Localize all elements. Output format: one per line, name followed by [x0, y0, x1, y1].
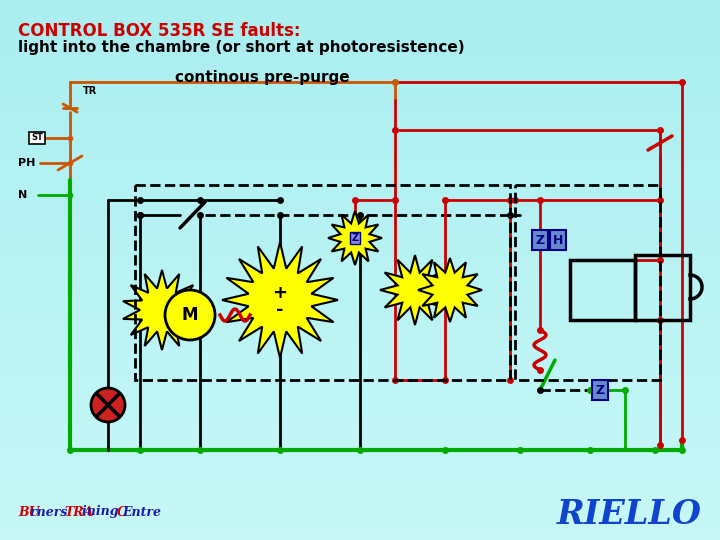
Text: -: -: [276, 301, 284, 319]
Polygon shape: [123, 270, 201, 350]
Text: rners: rners: [30, 505, 71, 518]
Bar: [0, 508, 720, 519]
Bar: [635, 255, 690, 320]
Text: Z: Z: [536, 233, 544, 246]
Text: ining: ining: [82, 505, 122, 518]
Text: Z: Z: [595, 383, 605, 396]
Bar: [0, 97, 720, 109]
Bar: [0, 86, 720, 98]
Bar: [0, 464, 720, 476]
Bar: [0, 389, 720, 401]
Bar: [0, 292, 720, 303]
Bar: [0, 475, 720, 487]
Bar: [0, 400, 720, 411]
Bar: [0, 205, 720, 217]
Bar: [0, 151, 720, 163]
Bar: [0, 259, 720, 271]
Bar: [0, 162, 720, 174]
Bar: [0, 335, 720, 347]
Text: Z: Z: [351, 233, 359, 243]
Text: RIELLO: RIELLO: [557, 497, 702, 530]
Bar: [0, 130, 720, 141]
Text: H: H: [553, 233, 563, 246]
Text: light into the chambre (or short at photoresistence): light into the chambre (or short at phot…: [18, 40, 464, 55]
Bar: [0, 324, 720, 336]
Bar: [0, 367, 720, 379]
Polygon shape: [328, 211, 382, 265]
Bar: [0, 22, 720, 33]
Bar: [0, 54, 720, 66]
Bar: [135, 185, 510, 380]
Bar: [0, 432, 720, 444]
Text: TR: TR: [83, 86, 97, 96]
Text: BU: BU: [18, 505, 40, 518]
Bar: [0, 454, 720, 465]
Text: N: N: [18, 190, 27, 200]
Bar: [0, 108, 720, 120]
Circle shape: [165, 290, 215, 340]
Bar: [0, 173, 720, 185]
Polygon shape: [222, 242, 338, 358]
Bar: [0, 346, 720, 357]
Bar: [570, 260, 635, 320]
Bar: [0, 281, 720, 293]
Bar: [0, 238, 720, 249]
Bar: [0, 270, 720, 282]
Bar: [0, 194, 720, 206]
Text: CONTROL BOX 535R SE faults:: CONTROL BOX 535R SE faults:: [18, 22, 300, 40]
Bar: [0, 443, 720, 455]
Bar: [0, 356, 720, 368]
Bar: [0, 486, 720, 498]
Bar: [0, 410, 720, 422]
Bar: [0, 140, 720, 152]
Bar: [0, 421, 720, 433]
Text: M: M: [181, 306, 198, 324]
Text: TRA: TRA: [64, 505, 94, 518]
Bar: [515, 185, 660, 380]
Circle shape: [91, 388, 125, 422]
Bar: [0, 0, 720, 12]
Text: ST: ST: [31, 133, 43, 143]
Bar: [0, 216, 720, 228]
Polygon shape: [380, 255, 450, 325]
Bar: [0, 529, 720, 540]
Bar: [0, 65, 720, 77]
Bar: [0, 248, 720, 260]
Bar: [0, 313, 720, 325]
Bar: [0, 184, 720, 195]
Text: Entre: Entre: [122, 505, 161, 518]
Bar: [0, 302, 720, 314]
Text: C: C: [117, 505, 127, 518]
Bar: [0, 11, 720, 23]
Bar: [0, 227, 720, 239]
Bar: [0, 43, 720, 55]
Bar: [0, 32, 720, 44]
Bar: [0, 119, 720, 131]
Bar: [0, 497, 720, 509]
Bar: [0, 518, 720, 530]
Text: continous pre-purge: continous pre-purge: [175, 70, 350, 85]
Polygon shape: [418, 258, 482, 322]
Text: +: +: [272, 284, 287, 302]
Bar: [0, 76, 720, 87]
Text: PH: PH: [18, 158, 35, 168]
Bar: [0, 378, 720, 390]
